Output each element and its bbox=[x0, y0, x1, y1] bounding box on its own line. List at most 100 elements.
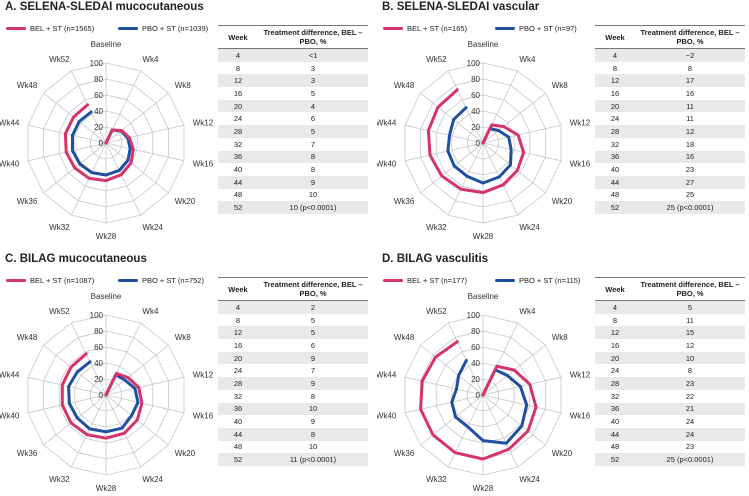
week-cell: 48 bbox=[218, 188, 258, 202]
axis-label: Wk44 bbox=[377, 118, 397, 127]
week-cell: 16 bbox=[218, 87, 258, 100]
week-cell: 24 bbox=[218, 364, 258, 378]
grid-spoke bbox=[105, 376, 185, 396]
table-row: 24 7 bbox=[218, 364, 368, 378]
legend-label: BEL + ST (n=165) bbox=[407, 24, 468, 33]
difference-cell: 23 bbox=[635, 163, 745, 176]
radial-tick-label: 0 bbox=[99, 391, 104, 400]
difference-cell: 9 bbox=[258, 175, 368, 189]
table-row: 32 8 bbox=[218, 389, 368, 403]
axis-label: Wk28 bbox=[96, 484, 117, 493]
difference-cell: 23 bbox=[635, 440, 745, 454]
table-header-week: Week bbox=[218, 277, 258, 301]
difference-cell: 12 bbox=[635, 125, 745, 138]
axis-label: Wk32 bbox=[49, 223, 70, 232]
axis-label: Wk24 bbox=[142, 223, 163, 232]
series-line-bel bbox=[60, 352, 144, 440]
legend-item: BEL + ST (n=177) bbox=[383, 276, 467, 285]
legend-swatch bbox=[118, 279, 138, 282]
week-cell: 16 bbox=[595, 339, 635, 352]
legend-item: BEL + ST (n=165) bbox=[383, 24, 467, 33]
table-row: 48 23 bbox=[595, 440, 745, 454]
table-row: 52 10 (p<0.0001) bbox=[218, 201, 368, 214]
week-cell: 28 bbox=[218, 377, 258, 390]
week-cell: 4 bbox=[595, 300, 635, 314]
legend-swatch bbox=[6, 279, 26, 282]
axis-label: Wk36 bbox=[394, 197, 415, 206]
week-cell: 28 bbox=[595, 125, 635, 138]
week-cell: 32 bbox=[218, 137, 258, 151]
difference-cell: 8 bbox=[635, 364, 745, 378]
grid-spoke bbox=[482, 394, 519, 468]
grid-spoke bbox=[482, 142, 546, 194]
radar-chart: 0 20 40 60 80 100 Baseline Wk4 Wk8 Wk12 Wk16 Wk20 Wk… bbox=[377, 292, 591, 493]
radar-chart: 0 20 40 60 80 100 Baseline Wk4 Wk8 Wk12 Wk16 Wk20 Wk… bbox=[377, 40, 591, 241]
table-row: 24 6 bbox=[218, 112, 368, 126]
axis-label: Wk20 bbox=[175, 449, 196, 458]
difference-cell: 9 bbox=[258, 377, 368, 390]
axis-label: Wk24 bbox=[519, 475, 540, 484]
week-cell: 24 bbox=[595, 364, 635, 378]
week-cell: 32 bbox=[595, 137, 635, 151]
series-line-pbo bbox=[67, 360, 140, 434]
week-cell: 40 bbox=[218, 415, 258, 428]
radial-tick-label: 40 bbox=[471, 359, 480, 368]
difference-cell: 8 bbox=[258, 389, 368, 403]
axis-label: Wk40 bbox=[377, 160, 397, 169]
series-line-pbo bbox=[450, 358, 529, 445]
grid-spoke bbox=[105, 394, 142, 468]
table-row: 28 23 bbox=[595, 377, 745, 390]
table-row: 36 10 bbox=[218, 402, 368, 416]
week-cell: 36 bbox=[218, 402, 258, 416]
radial-tick-label: 20 bbox=[471, 123, 480, 132]
table-row: 16 6 bbox=[218, 339, 368, 352]
axis-label: Wk28 bbox=[96, 232, 117, 241]
table-header-difference: Treatment difference, BEL – PBO, % bbox=[258, 277, 368, 301]
grid-spoke bbox=[482, 124, 562, 144]
difference-cell: 8 bbox=[258, 163, 368, 176]
table-row: 40 24 bbox=[595, 415, 745, 428]
axis-label: Wk44 bbox=[0, 370, 20, 379]
table-row: 16 16 bbox=[595, 87, 745, 100]
grid-spoke bbox=[420, 344, 484, 396]
radial-tick-label: 40 bbox=[471, 107, 480, 116]
table-header-difference: Treatment difference, BEL – PBO, % bbox=[258, 25, 368, 49]
difference-cell: 6 bbox=[258, 339, 368, 352]
legend-swatch bbox=[6, 27, 26, 30]
week-cell: 52 bbox=[595, 453, 635, 466]
radial-tick-label: 80 bbox=[94, 75, 103, 84]
difference-cell: 23 bbox=[635, 377, 745, 390]
table-header-difference: Treatment difference, BEL – PBO, % bbox=[635, 277, 745, 301]
axis-label: Wk24 bbox=[519, 223, 540, 232]
grid-spoke bbox=[43, 92, 107, 144]
grid-spoke bbox=[43, 394, 107, 446]
axis-label: Wk48 bbox=[394, 81, 415, 90]
grid-spoke bbox=[482, 394, 562, 414]
week-cell: 4 bbox=[218, 300, 258, 314]
axis-label: Wk48 bbox=[394, 333, 415, 342]
radial-tick-label: 20 bbox=[94, 375, 103, 384]
axis-label: Wk48 bbox=[17, 81, 38, 90]
week-cell: 40 bbox=[595, 163, 635, 176]
week-cell: 40 bbox=[595, 415, 635, 428]
radial-tick-label: 100 bbox=[90, 59, 104, 68]
axis-label: Wk44 bbox=[377, 370, 397, 379]
radial-tick-label: 0 bbox=[476, 391, 481, 400]
week-cell: 52 bbox=[218, 201, 258, 214]
difference-cell: 10 bbox=[258, 188, 368, 202]
difference-cell: 17 bbox=[635, 74, 745, 88]
week-cell: 48 bbox=[595, 188, 635, 202]
week-cell: 44 bbox=[595, 175, 635, 189]
radial-tick-label: 40 bbox=[94, 359, 103, 368]
radial-tick-label: 40 bbox=[94, 107, 103, 116]
difference-cell: 10 (p<0.0001) bbox=[258, 201, 368, 214]
grid-spoke bbox=[43, 344, 107, 396]
radial-tick-label: 80 bbox=[471, 75, 480, 84]
difference-cell: 4 bbox=[258, 99, 368, 113]
axis-label: Wk28 bbox=[473, 232, 494, 241]
difference-cell: 8 bbox=[258, 427, 368, 441]
axis-label: Wk4 bbox=[142, 55, 159, 64]
week-cell: 32 bbox=[218, 389, 258, 403]
